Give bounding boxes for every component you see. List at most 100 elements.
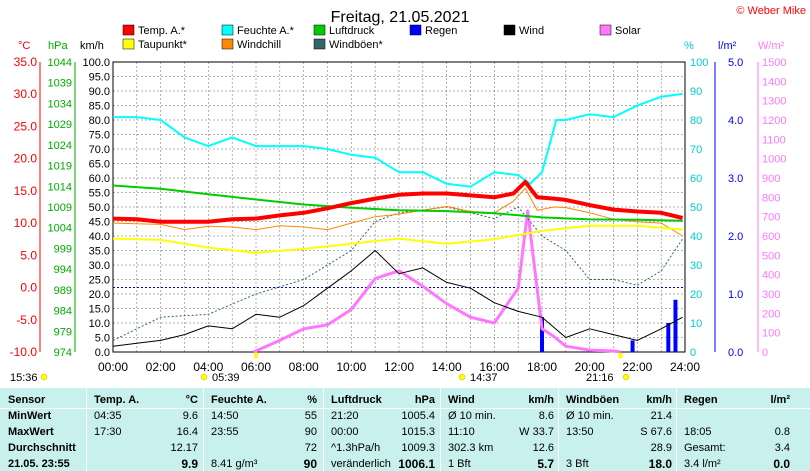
- stats-cell-value: 5.7: [537, 457, 554, 471]
- press-axis-unit: hPa: [48, 40, 68, 52]
- wind-tick: 25.0: [89, 275, 110, 287]
- stats-cell-label: 17:30: [94, 426, 122, 438]
- sun-marker-label: 15:36: [10, 372, 38, 384]
- solar-tick: 1000: [762, 154, 786, 166]
- sun-icon: [458, 373, 466, 381]
- stats-col-unit: km/h: [646, 394, 672, 406]
- solar-tick: 400: [762, 270, 780, 282]
- wind-tick: 80.0: [89, 115, 110, 127]
- solar-axis-unit: W/m²: [758, 40, 785, 52]
- stats-column-divider: [440, 388, 441, 471]
- stats-cell-value: 12.6: [532, 442, 554, 454]
- hum-tick: 50: [690, 202, 702, 214]
- wind-tick: 20.0: [89, 289, 110, 301]
- wind-axis-unit: km/h: [80, 40, 104, 52]
- stats-cell-label: 3 Bft: [566, 458, 589, 470]
- stats-cell-value: S 67.6: [640, 426, 672, 438]
- wind-tick: 70.0: [89, 144, 110, 156]
- stats-cell-value: 90: [304, 426, 317, 438]
- time-tick: 22:00: [622, 360, 652, 374]
- wind-tick: 90.0: [89, 86, 110, 98]
- time-tick: 18:00: [527, 360, 557, 374]
- copyright-text: © Weber Mike: [736, 5, 806, 17]
- press-tick: 999: [54, 243, 72, 255]
- sun-icon: [200, 373, 208, 381]
- sun-icon: [40, 373, 48, 381]
- stats-row-divider: [0, 408, 810, 409]
- press-tick: 1004: [48, 223, 72, 235]
- temp-tick: 5.0: [20, 248, 37, 262]
- solar-tick: 1100: [762, 134, 786, 146]
- press-tick: 979: [54, 326, 72, 338]
- wind-tick: 55.0: [89, 188, 110, 200]
- sensor-header: Sensor: [8, 394, 46, 406]
- press-tick: 989: [54, 285, 72, 297]
- wind-tick: 65.0: [89, 159, 110, 171]
- solar-tick: 200: [762, 308, 780, 320]
- stats-column-divider: [203, 388, 204, 471]
- hum-tick: 40: [690, 231, 702, 243]
- time-tick: 06:00: [241, 360, 271, 374]
- legend-label: Wind: [519, 25, 544, 37]
- sensor-row-label: Durchschnitt: [8, 442, 76, 454]
- legend-swatch: [599, 24, 612, 36]
- hum-tick: 60: [690, 173, 702, 185]
- series-line: [112, 187, 683, 237]
- stats-cell-value: 9.9: [181, 457, 198, 471]
- stats-column-divider: [558, 388, 559, 471]
- press-tick: 1019: [48, 161, 72, 173]
- stats-col-header: Feuchte A.: [211, 394, 267, 406]
- sun-marker-label: 21:16: [586, 372, 614, 384]
- stats-cell-label: Gesamt:: [684, 442, 726, 454]
- solar-tick: 1400: [762, 76, 786, 88]
- solar-tick: 300: [762, 289, 780, 301]
- stats-cell-value: 12.17: [170, 442, 198, 454]
- series-line: [113, 92, 683, 188]
- time-tick: 24:00: [670, 360, 700, 374]
- stats-col-unit: °C: [185, 394, 198, 406]
- legend-label: Taupunkt*: [138, 39, 188, 51]
- hum-tick: 100: [690, 57, 708, 69]
- hum-axis-unit: %: [684, 40, 694, 52]
- solar-tick: 600: [762, 231, 780, 243]
- rain-axis-unit: l/m²: [718, 40, 737, 52]
- legend-label: Temp. A.*: [138, 25, 186, 37]
- press-tick: 1014: [48, 181, 72, 193]
- sensor-row-label: MinWert: [8, 410, 52, 422]
- stats-cell-label: 11:10: [448, 426, 475, 438]
- time-tick: 14:00: [432, 360, 462, 374]
- legend-label: Regen: [425, 25, 457, 37]
- stats-cell-value: 1005.4: [401, 410, 435, 422]
- time-tick: 20:00: [575, 360, 605, 374]
- stats-cell-value: 55: [304, 410, 317, 422]
- press-tick: 994: [54, 264, 72, 276]
- stats-cell-value: 21.4: [650, 410, 672, 422]
- stats-cell-label: 1 Bft: [448, 458, 471, 470]
- wind-tick: 100.0: [82, 57, 110, 69]
- stats-col-unit: hPa: [414, 394, 435, 406]
- stats-cell-label: veränderlich: [331, 458, 391, 470]
- rain-bar: [666, 323, 671, 352]
- sensor-row-label: 21.05. 23:55: [8, 458, 70, 470]
- stats-cell-label: 302.3 km: [448, 442, 494, 454]
- hum-tick: 70: [690, 144, 702, 156]
- stats-col-header: Wind: [448, 394, 475, 406]
- stats-cell-value: 72: [304, 442, 317, 454]
- stats-cell-value: 3.4: [774, 442, 790, 454]
- legend-label: Feuchte A.*: [237, 25, 295, 37]
- rain-tick: 2.0: [728, 231, 743, 243]
- press-tick: 974: [54, 347, 72, 359]
- solar-tick: 500: [762, 250, 780, 262]
- wind-tick: 40.0: [89, 231, 110, 243]
- stats-cell-value: 18.0: [648, 457, 672, 471]
- wind-tick: 60.0: [89, 173, 110, 185]
- legend-swatch: [313, 38, 326, 50]
- hum-tick: 80: [690, 115, 702, 127]
- series-line: [112, 250, 683, 347]
- time-tick: 02:00: [146, 360, 176, 374]
- legend-swatch: [122, 38, 135, 50]
- rain-bar: [540, 317, 544, 352]
- rain-bar: [630, 340, 635, 352]
- hum-tick: 0: [690, 347, 696, 359]
- press-tick: 984: [54, 306, 72, 318]
